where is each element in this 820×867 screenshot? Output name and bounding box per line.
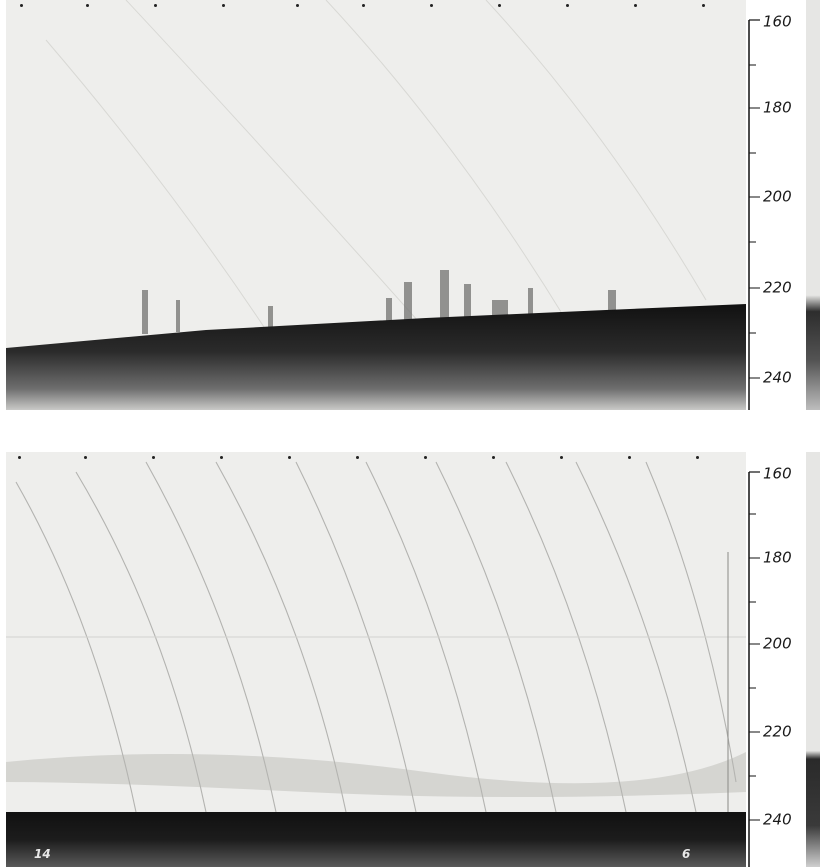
timing-mark: [154, 4, 157, 7]
echogram-image-top: [6, 0, 746, 410]
timing-marks-top: [6, 0, 746, 10]
timing-mark: [356, 456, 359, 459]
timing-mark: [628, 456, 631, 459]
depth-tick-label: 200: [763, 634, 792, 653]
echogram-panel-bottom: 14 6 160 180 200 220 240: [6, 452, 820, 867]
depth-tick-label: 240: [763, 810, 792, 829]
depth-scale-top-lines: [748, 19, 760, 410]
adjacent-strip-top: [806, 0, 820, 410]
timing-mark: [362, 4, 365, 7]
timing-mark: [702, 4, 705, 7]
hand-note-left: 14: [34, 847, 51, 861]
depth-tick-label: 180: [763, 548, 792, 567]
depth-tick-label: 220: [763, 278, 792, 297]
timing-mark: [424, 456, 427, 459]
timing-mark: [288, 456, 291, 459]
timing-mark: [220, 456, 223, 459]
echogram-bottom-svg: [6, 461, 746, 867]
timing-mark: [498, 4, 501, 7]
echogram-top-svg: [6, 0, 746, 410]
adjacent-strip-bottom: [806, 452, 820, 867]
depth-scale-bottom-lines: [748, 471, 760, 867]
depth-scale-bottom: 160 180 200 220 240: [746, 452, 820, 867]
depth-tick-label: 200: [763, 187, 792, 206]
depth-tick-label: 160: [763, 12, 792, 31]
hand-note-right: 6: [682, 847, 691, 861]
timing-mark: [696, 456, 699, 459]
timing-mark: [560, 456, 563, 459]
depth-tick-label: 240: [763, 368, 792, 387]
timing-mark: [222, 4, 225, 7]
timing-mark: [152, 456, 155, 459]
timing-mark: [86, 4, 89, 7]
timing-mark: [566, 4, 569, 7]
echogram-panel-top: 160 180 200 220 240: [6, 0, 820, 410]
timing-mark: [492, 456, 495, 459]
timing-marks-bottom: [6, 452, 746, 462]
timing-mark: [18, 456, 21, 459]
depth-scale-top: 160 180 200 220 240: [746, 0, 820, 410]
timing-mark: [634, 4, 637, 7]
timing-mark: [84, 456, 87, 459]
timing-mark: [296, 4, 299, 7]
depth-tick-label: 180: [763, 98, 792, 117]
timing-mark: [430, 4, 433, 7]
depth-tick-label: 220: [763, 722, 792, 741]
timing-mark: [20, 4, 23, 7]
echogram-image-bottom: 14 6: [6, 452, 746, 867]
depth-tick-label: 160: [763, 464, 792, 483]
